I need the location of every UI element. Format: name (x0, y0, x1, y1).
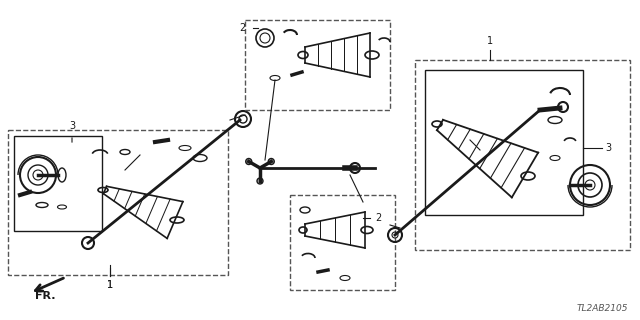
Text: 3: 3 (605, 143, 611, 153)
Text: 2: 2 (375, 213, 381, 223)
Circle shape (246, 158, 252, 164)
Text: TL2AB2105: TL2AB2105 (577, 304, 628, 313)
Circle shape (257, 178, 263, 184)
Circle shape (268, 158, 275, 164)
Text: 2: 2 (239, 23, 245, 33)
Bar (245, 20, 390, 110)
Text: FR.: FR. (35, 291, 56, 301)
Bar (14, 136, 102, 231)
Bar (415, 60, 630, 250)
Bar (425, 70, 583, 215)
Text: 1: 1 (107, 280, 113, 290)
Text: 1: 1 (487, 36, 493, 46)
Bar (8, 130, 228, 275)
Bar (290, 195, 395, 290)
Text: 3: 3 (69, 121, 75, 131)
Text: 1: 1 (107, 280, 113, 290)
